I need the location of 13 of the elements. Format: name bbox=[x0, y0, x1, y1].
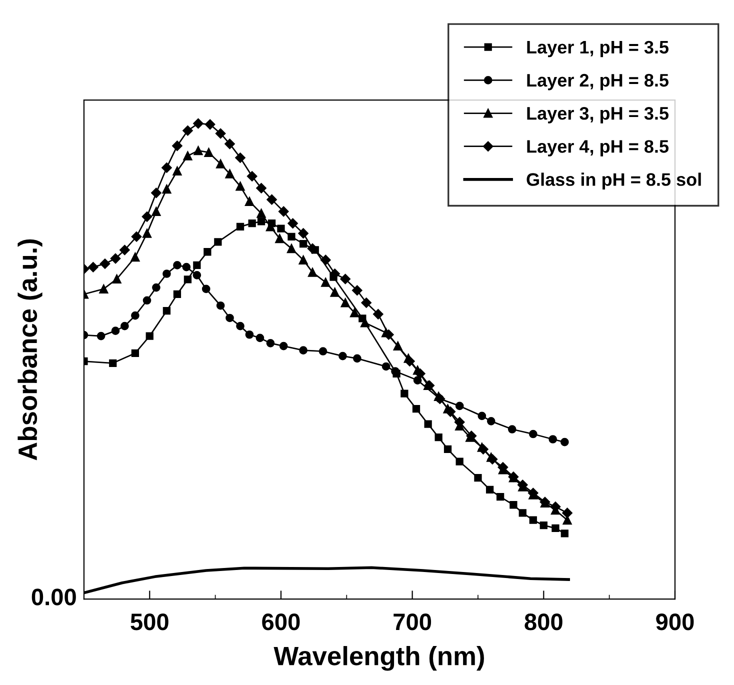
x-tick-label: 600 bbox=[262, 614, 300, 630]
text: 0.00 bbox=[32, 588, 76, 606]
x-axis-title: Wavelength (nm) bbox=[274, 646, 484, 671]
x-tick-label: 900 bbox=[656, 614, 694, 630]
legend-label: Layer 4, pH = 8.5 bbox=[527, 140, 669, 156]
legend-label: Layer 3, pH = 3.5 bbox=[527, 106, 669, 124]
legend-label: Layer 2, pH = 8.5 bbox=[527, 74, 669, 90]
legend-label: Layer 1, pH = 3.5 bbox=[527, 40, 669, 58]
legend-label: Glass in pH = 8.5 sol bbox=[526, 172, 701, 190]
x-tick-label: 700 bbox=[394, 614, 432, 630]
x-tick-label: 500 bbox=[130, 614, 168, 630]
y-axis-title: Absorbance (a.u.) bbox=[18, 239, 42, 460]
x-tick-label: 800 bbox=[524, 614, 562, 630]
